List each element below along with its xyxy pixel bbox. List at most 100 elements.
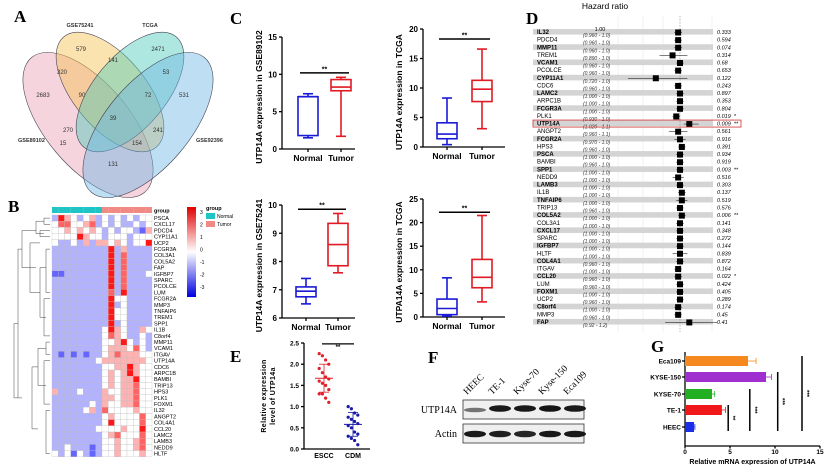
heatmap-cell bbox=[76, 413, 84, 420]
p-value: 0.519 bbox=[717, 198, 731, 204]
heatmap-cell bbox=[139, 276, 146, 284]
heatmap-row-label: SPP1 bbox=[154, 321, 168, 327]
heatmap-cell bbox=[120, 233, 128, 240]
heatmap-cell bbox=[76, 363, 84, 371]
box-tumor bbox=[471, 48, 493, 130]
gene-label: FCGR3A bbox=[537, 106, 562, 112]
heatmap-cell bbox=[133, 419, 140, 426]
heatmap-cell bbox=[133, 270, 140, 278]
boxplot-chart: 0 5 10 15 UTP14A expression in GSE89102 Norma… bbox=[254, 30, 355, 164]
heatmap-cell bbox=[114, 407, 121, 414]
heatmap-cell bbox=[101, 301, 109, 309]
heatmap-cell bbox=[70, 301, 78, 309]
heatmap-cell bbox=[126, 431, 134, 439]
venn-region-count: 53 bbox=[163, 70, 170, 76]
row-band bbox=[533, 242, 713, 249]
heatmap-cell bbox=[51, 450, 59, 457]
ci-label: (0.960 - 1.0) bbox=[583, 33, 611, 39]
heatmap-cell bbox=[108, 233, 115, 240]
heatmap-cell bbox=[58, 444, 65, 451]
group-bar-cell bbox=[139, 207, 146, 213]
significance-label: ** bbox=[462, 33, 468, 40]
heatmap-cell bbox=[95, 221, 103, 228]
heatmap-cell bbox=[95, 252, 103, 259]
hr-marker bbox=[675, 82, 682, 89]
heatmap-cell bbox=[139, 295, 146, 302]
data-point bbox=[346, 405, 350, 409]
panel-letter-E: E bbox=[230, 347, 241, 366]
heatmap-cell bbox=[114, 258, 121, 265]
heatmap-cell bbox=[126, 376, 134, 383]
heatmap-cell bbox=[70, 444, 78, 451]
heatmap-cell bbox=[126, 400, 134, 408]
heatmap-cell bbox=[120, 407, 128, 414]
gene-label: LUM bbox=[537, 282, 550, 288]
heatmap-cell bbox=[145, 326, 153, 333]
heatmap-cell bbox=[95, 345, 103, 352]
heatmap-cell bbox=[108, 400, 115, 408]
heatmap-cell bbox=[76, 357, 84, 364]
y-tick-label: 15 bbox=[268, 33, 277, 42]
heatmap-cell bbox=[95, 264, 103, 271]
bar-eca109 bbox=[685, 356, 748, 366]
heatmap-cell bbox=[95, 314, 103, 321]
heatmap-cell bbox=[89, 227, 96, 234]
heatmap-cell bbox=[89, 450, 96, 457]
heatmap-cell bbox=[145, 376, 153, 383]
y-tick-label: HEEC bbox=[663, 425, 681, 432]
y-tick-label: 10 bbox=[268, 70, 277, 79]
heatmap-cell bbox=[139, 351, 146, 358]
heatmap-cell bbox=[95, 357, 103, 364]
heatmap-cell bbox=[108, 289, 115, 296]
heatmap-cell bbox=[95, 295, 103, 302]
heatmap-cell bbox=[145, 413, 153, 420]
heatmap-cell bbox=[139, 239, 146, 247]
y-tick-label: 6 bbox=[273, 314, 278, 323]
heatmap-cell bbox=[133, 320, 140, 327]
heatmap-cell bbox=[83, 264, 90, 271]
heatmap-cell bbox=[114, 444, 121, 451]
heatmap-cell bbox=[120, 214, 128, 222]
protein-band bbox=[489, 430, 511, 438]
heatmap-cell bbox=[120, 239, 128, 247]
heatmap-cell bbox=[95, 407, 103, 414]
heatmap-row-label: VCAM1 bbox=[154, 346, 173, 352]
heatmap-cell bbox=[83, 233, 90, 240]
heatmap-row-label: FAP bbox=[154, 266, 165, 272]
venn-region-count: 2471 bbox=[151, 47, 165, 53]
heatmap-cell bbox=[139, 419, 146, 426]
heatmap-cell bbox=[76, 326, 84, 333]
bar-te-1 bbox=[685, 405, 722, 415]
y-axis-label: UTP14A expression in GSE75241 bbox=[254, 199, 264, 333]
heatmap-cell bbox=[64, 431, 71, 439]
heatmap-row-label: FCGR2A bbox=[154, 297, 177, 303]
heatmap-cell bbox=[133, 363, 140, 371]
heatmap-cell bbox=[120, 289, 128, 296]
legend-label: Normal bbox=[217, 214, 233, 220]
heatmap-cell bbox=[64, 245, 71, 253]
significance-label: ** bbox=[462, 206, 468, 213]
heatmap-cell bbox=[58, 307, 65, 315]
box-tumor bbox=[330, 76, 352, 138]
heatmap-cell bbox=[133, 376, 140, 383]
heatmap-cell bbox=[58, 314, 65, 321]
heatmap-cell bbox=[51, 233, 59, 240]
heatmap-cell bbox=[108, 450, 115, 457]
colorbar bbox=[187, 207, 196, 297]
heatmap-cell bbox=[83, 388, 90, 395]
heatmap-cell bbox=[114, 419, 121, 426]
heatmap-cell bbox=[145, 314, 153, 321]
hr-marker bbox=[675, 174, 682, 181]
heatmap-cell bbox=[145, 369, 153, 377]
data-point bbox=[353, 430, 357, 434]
p-value: 0.003 bbox=[717, 167, 732, 173]
heatmap-cell bbox=[114, 301, 121, 309]
ci-label: (1.000 - 1.0) bbox=[583, 231, 611, 237]
heatmap-cell bbox=[95, 307, 103, 315]
heatmap-cell bbox=[51, 351, 59, 358]
venn-set-GSE75241 bbox=[55, 31, 165, 153]
heatmap-cell bbox=[133, 314, 140, 321]
heatmap-cell bbox=[83, 283, 90, 290]
venn-region-count: 2683 bbox=[36, 93, 50, 99]
heatmap-cell bbox=[89, 431, 96, 439]
